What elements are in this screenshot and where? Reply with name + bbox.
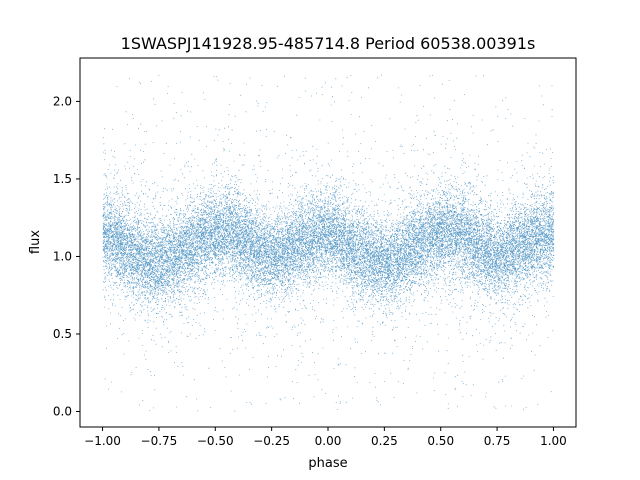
x-tick-label: 0.50 bbox=[427, 434, 454, 448]
scatter-points bbox=[102, 74, 555, 412]
x-tick-label: 0.25 bbox=[371, 434, 398, 448]
x-tick-label: −0.75 bbox=[141, 434, 178, 448]
y-axis-ticks: 0.0 0.5 1.0 1.5 2.0 bbox=[53, 94, 80, 418]
x-axis-label: phase bbox=[308, 456, 347, 471]
y-tick-label: 1.0 bbox=[53, 249, 72, 263]
y-tick-label: 2.0 bbox=[53, 94, 72, 108]
y-tick-label: 1.5 bbox=[53, 172, 72, 186]
x-tick-label: 0.75 bbox=[484, 434, 511, 448]
x-tick-label: 0.00 bbox=[315, 434, 342, 448]
x-tick-label: −0.50 bbox=[197, 434, 234, 448]
x-tick-label: −0.25 bbox=[253, 434, 290, 448]
chart-title: 1SWASPJ141928.95-485714.8 Period 60538.0… bbox=[121, 34, 536, 53]
x-tick-label: −1.00 bbox=[84, 434, 121, 448]
scatter-series bbox=[102, 74, 555, 412]
y-tick-label: 0.5 bbox=[53, 327, 72, 341]
x-axis-ticks: −1.00 −0.75 −0.50 −0.25 0.00 0.25 0.50 0.75 1.00 bbox=[84, 427, 567, 448]
y-axis-label: flux bbox=[28, 230, 43, 254]
y-tick-label: 0.0 bbox=[53, 404, 72, 418]
x-tick-label: 1.00 bbox=[540, 434, 567, 448]
